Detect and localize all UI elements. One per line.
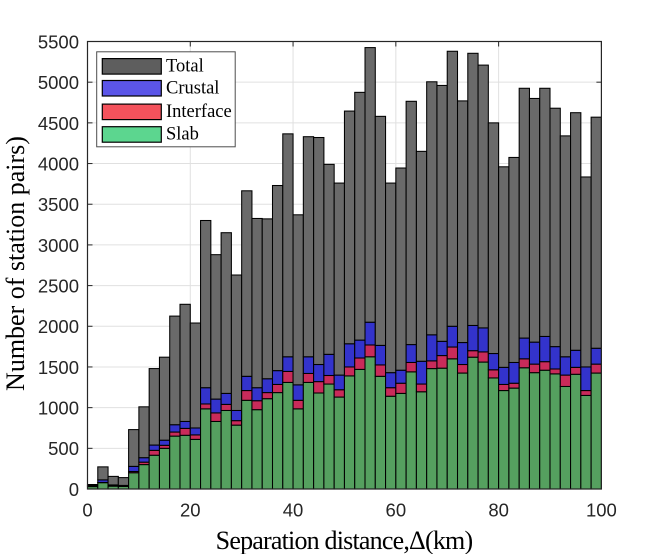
svg-text:3500: 3500 xyxy=(38,194,79,215)
svg-text:1500: 1500 xyxy=(38,357,79,378)
svg-text:0: 0 xyxy=(82,500,92,521)
svg-text:500: 500 xyxy=(48,438,79,459)
svg-text:5000: 5000 xyxy=(38,72,79,93)
svg-text:80: 80 xyxy=(488,500,509,521)
svg-text:20: 20 xyxy=(180,500,201,521)
svg-text:4500: 4500 xyxy=(38,113,79,134)
svg-text:Total: Total xyxy=(166,56,204,76)
svg-text:100: 100 xyxy=(586,500,617,521)
svg-text:60: 60 xyxy=(386,500,407,521)
svg-text:2000: 2000 xyxy=(38,316,79,337)
svg-text:0: 0 xyxy=(69,479,79,500)
svg-text:1000: 1000 xyxy=(38,398,79,419)
svg-text:Interface: Interface xyxy=(166,102,232,122)
svg-text:Crustal: Crustal xyxy=(166,78,219,98)
svg-text:40: 40 xyxy=(283,500,304,521)
svg-text:Slab: Slab xyxy=(166,124,199,144)
svg-text:5500: 5500 xyxy=(38,31,79,52)
svg-text:4000: 4000 xyxy=(38,153,79,174)
svg-text:3000: 3000 xyxy=(38,235,79,256)
svg-text:2500: 2500 xyxy=(38,275,79,296)
svg-text:Number of station pairs): Number of station pairs) xyxy=(1,136,30,391)
svg-text:Separation distance,Δ(km): Separation distance,Δ(km) xyxy=(216,526,473,554)
